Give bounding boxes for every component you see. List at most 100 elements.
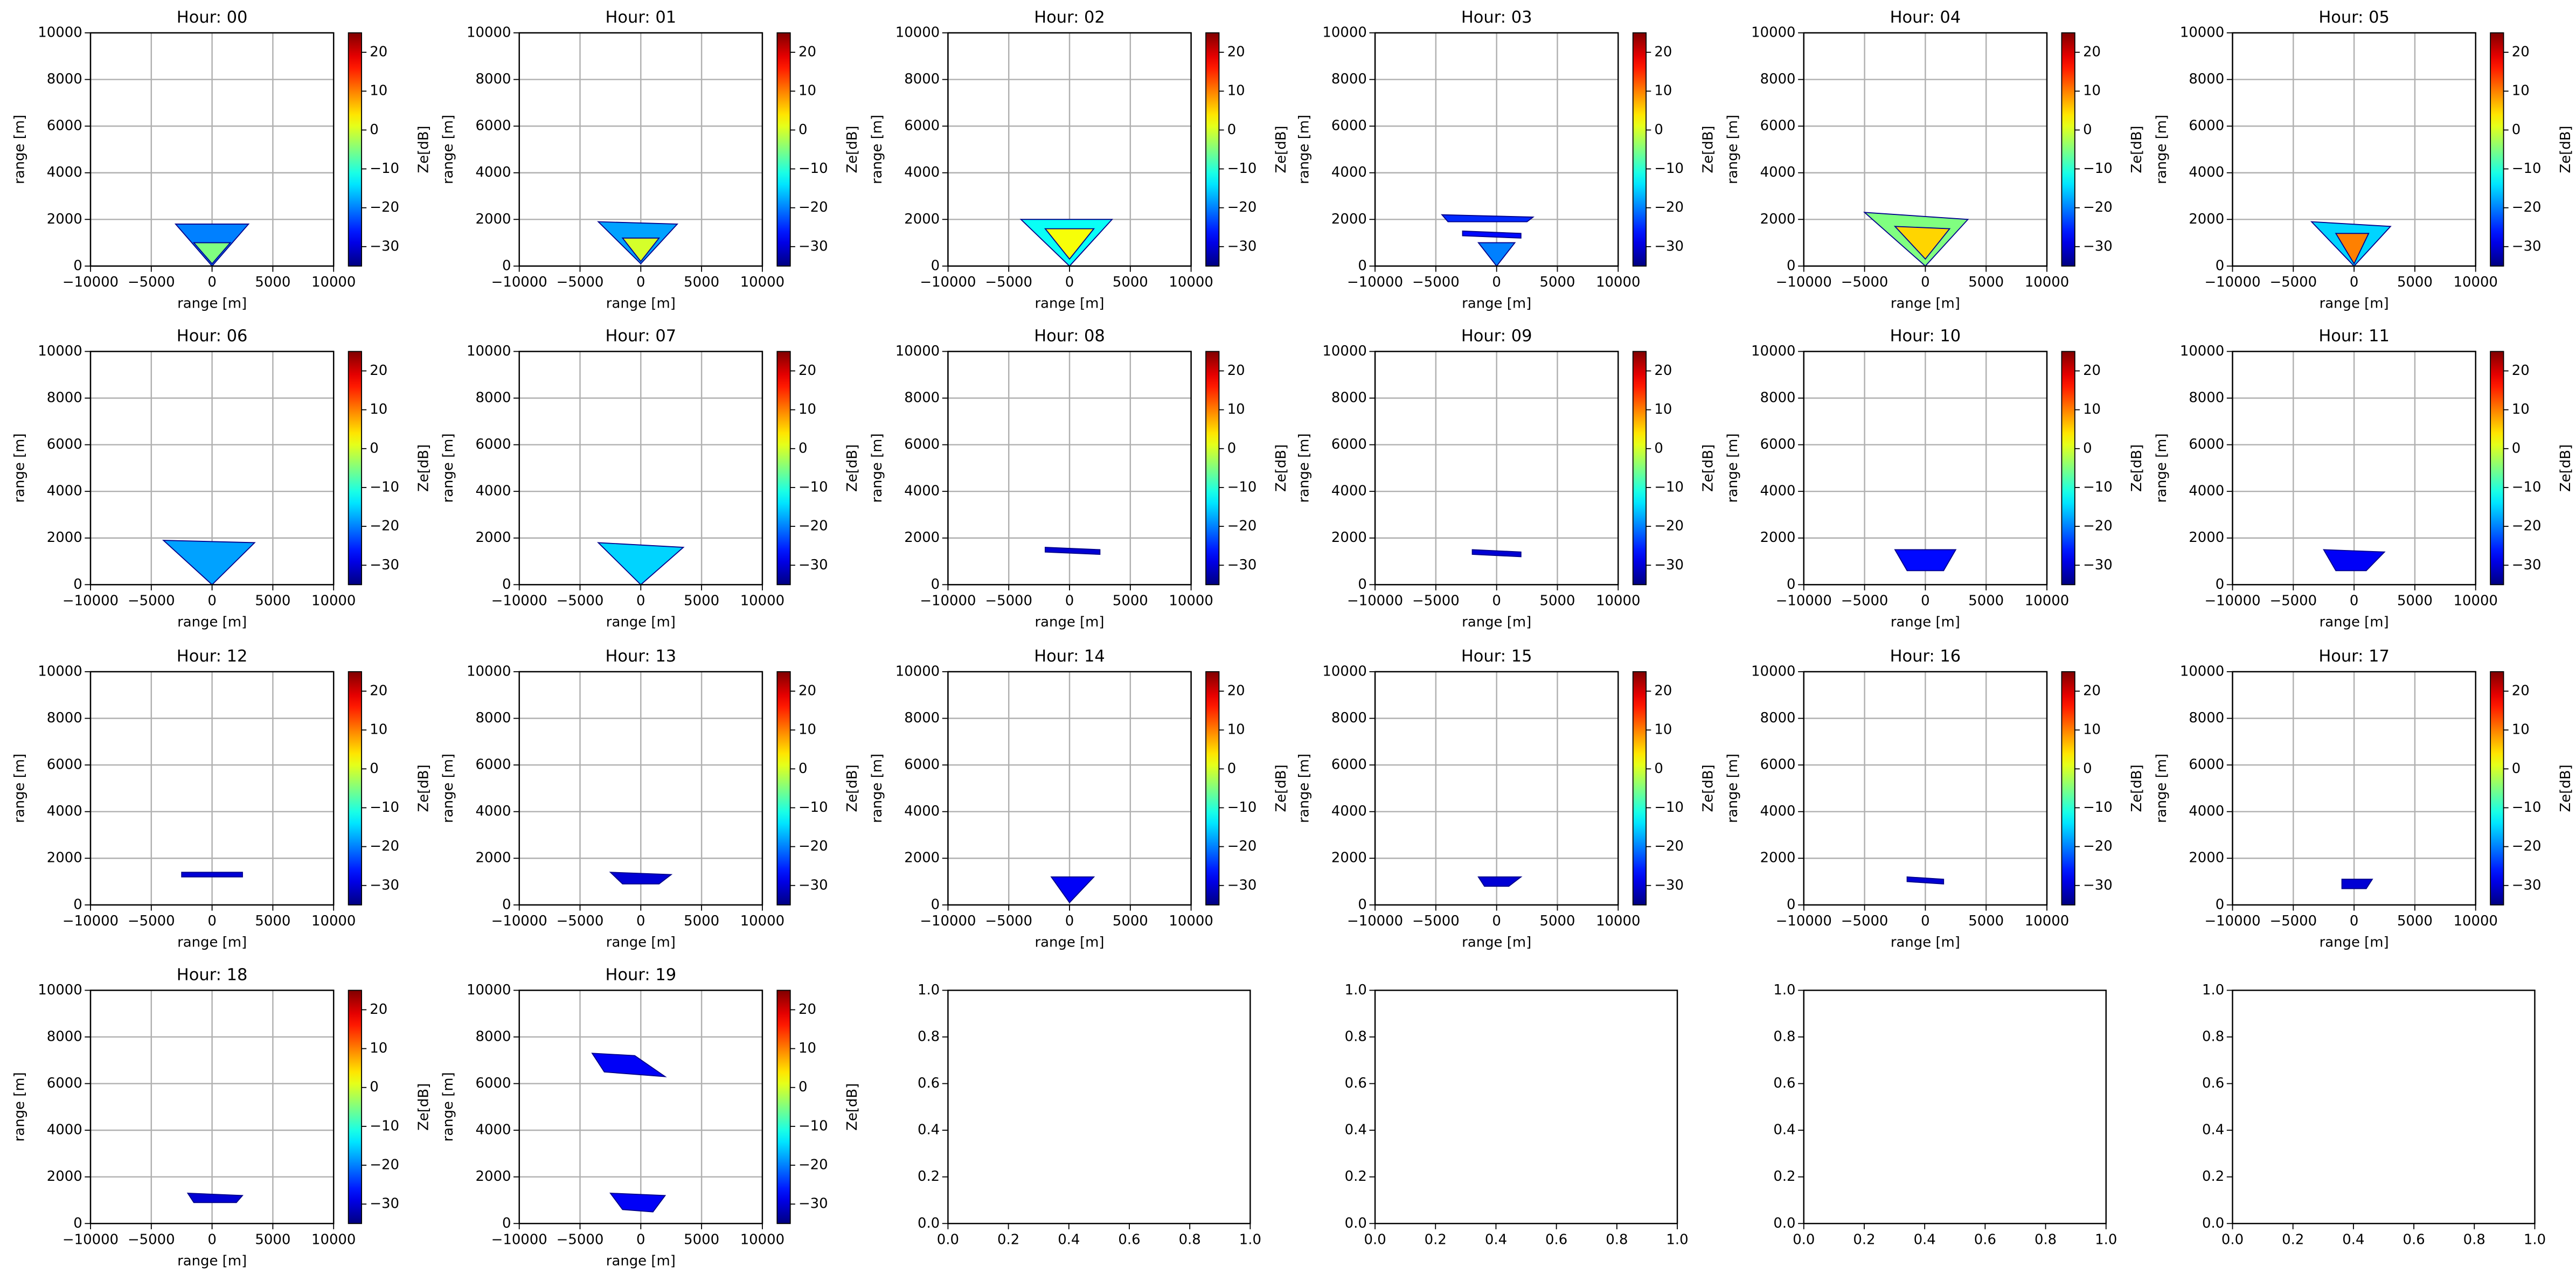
x-axis-label: range [m]: [1035, 934, 1105, 950]
colorbar-tick-label: 0: [799, 122, 807, 138]
x-tick-label: 5000: [255, 1231, 290, 1248]
x-axis-label: range [m]: [2320, 296, 2389, 312]
x-tick-label: 5000: [684, 913, 719, 929]
y-tick-label: 10000: [1751, 343, 1795, 359]
y-tick-label: 2000: [904, 530, 940, 546]
x-tick-label: 0: [2350, 913, 2358, 929]
x-tick-label: 5000: [1968, 913, 2004, 929]
subplot-title: Hour: 05: [2318, 8, 2390, 27]
colorbar-tick-label: −20: [1654, 838, 1684, 854]
y-tick-label: 0.2: [918, 1168, 940, 1185]
colorbar: [2490, 671, 2504, 906]
colorbar-tick-label: 0: [370, 1079, 378, 1095]
x-tick-label: −10000: [1776, 593, 1832, 609]
y-tick-label: 8000: [2189, 71, 2224, 87]
x-tick-label: 10000: [1169, 913, 1213, 929]
y-tick-label: 6000: [47, 1075, 82, 1091]
y-axis-label: range [m]: [869, 433, 885, 503]
x-tick-label: 0.2: [2282, 1231, 2304, 1248]
y-tick-label: 4000: [1331, 803, 1367, 819]
x-tick-label: 10000: [740, 913, 784, 929]
x-tick-label: 0: [636, 593, 645, 609]
x-tick-label: −10000: [2204, 913, 2260, 929]
colorbar-tick-label: −20: [2512, 199, 2542, 215]
y-tick-label: 0: [73, 257, 82, 274]
x-tick-label: −10000: [2204, 593, 2260, 609]
y-tick-label: 4000: [2189, 803, 2224, 819]
x-axis-label: range [m]: [2320, 934, 2389, 950]
y-tick-label: 0: [73, 896, 82, 913]
x-tick-label: −10000: [63, 913, 119, 929]
colorbar-tick-label: 0: [1654, 440, 1663, 456]
subplot: −30 −20 −10 0 10 20 Ze[dB] −10000 −5000 0 5000 1000…: [869, 326, 1289, 630]
colorbar-tick-label: −10: [1654, 161, 1684, 177]
y-axis-label: range [m]: [11, 115, 27, 184]
x-axis-label: range [m]: [1035, 614, 1105, 630]
echo-region: [1906, 876, 1945, 885]
x-tick-label: −5000: [1412, 913, 1460, 929]
y-tick-label: 0: [931, 896, 940, 913]
y-tick-label: 8000: [476, 390, 511, 406]
colorbar-tick-label: −20: [2512, 518, 2542, 534]
colorbar-tick-label: −30: [1227, 557, 1257, 573]
colorbar-tick-label: −10: [1654, 479, 1684, 495]
y-tick-label: 6000: [476, 757, 511, 773]
colorbar: [2061, 32, 2075, 267]
colorbar-tick-label: 20: [1227, 683, 1245, 699]
colorbar-tick-label: −20: [1227, 199, 1257, 215]
colorbar-tick-label: −10: [2083, 161, 2113, 177]
x-axis-label: range [m]: [606, 934, 676, 950]
x-tick-label: 0.2: [1853, 1231, 1875, 1248]
colorbar-tick-label: 0: [2083, 761, 2092, 777]
x-tick-label: −10000: [63, 593, 119, 609]
subplot: −30 −20 −10 0 10 20 Ze[dB] −10000 −5000 0 5000 1000…: [1725, 8, 2145, 311]
y-tick-label: 0.6: [918, 1075, 940, 1091]
x-tick-label: 10000: [2454, 274, 2498, 290]
x-tick-label: 10000: [311, 593, 356, 609]
y-tick-label: 8000: [47, 710, 82, 726]
x-tick-label: −5000: [128, 593, 175, 609]
y-tick-label: 10000: [1751, 24, 1795, 40]
colorbar-label: Ze[dB]: [1700, 444, 1716, 492]
colorbar-tick-label: 10: [2083, 401, 2101, 417]
y-tick-label: 0: [1787, 576, 1795, 593]
x-tick-label: −5000: [128, 274, 175, 290]
y-axis-label: range [m]: [869, 115, 885, 184]
x-axis-label: range [m]: [177, 1253, 247, 1269]
y-tick-label: 10000: [38, 24, 82, 40]
x-tick-label: 5000: [255, 913, 290, 929]
colorbar-tick-label: 20: [370, 1001, 387, 1018]
y-tick-label: 6000: [47, 757, 82, 773]
colorbar-label: Ze[dB]: [1273, 126, 1289, 173]
x-tick-label: 0.2: [1425, 1231, 1447, 1248]
colorbar-tick-label: 10: [1654, 401, 1672, 417]
x-tick-label: 10000: [311, 1231, 356, 1248]
subplot: −30 −20 −10 0 10 20 Ze[dB] −10000 −5000 0 5000 1000…: [440, 8, 860, 311]
y-tick-label: 6000: [1760, 436, 1796, 452]
colorbar: [776, 990, 791, 1224]
y-tick-label: 8000: [47, 1028, 82, 1045]
y-tick-label: 2000: [47, 1168, 82, 1185]
colorbar-tick-label: 0: [370, 122, 378, 138]
y-tick-label: 6000: [476, 118, 511, 134]
x-tick-label: 0.6: [1974, 1231, 1996, 1248]
y-tick-label: 4000: [47, 803, 82, 819]
colorbar: [2061, 351, 2075, 586]
colorbar-tick-label: 10: [370, 722, 387, 738]
x-tick-label: 5000: [255, 593, 290, 609]
y-tick-label: 2000: [2189, 211, 2224, 227]
subplot-title: Hour: 01: [606, 8, 677, 27]
x-tick-label: 0.0: [937, 1231, 959, 1248]
subplot: −30 −20 −10 0 10 20 Ze[dB] −10000 −5000 0 5000 1000…: [11, 326, 432, 630]
subplot-title: Hour: 08: [1034, 326, 1105, 345]
colorbar-tick-label: 10: [370, 1040, 387, 1056]
colorbar: [1205, 351, 1220, 586]
colorbar-tick-label: 20: [799, 44, 816, 60]
colorbar-tick-label: 20: [1227, 363, 1245, 379]
x-tick-label: 0: [207, 913, 216, 929]
colorbar: [2061, 671, 2075, 906]
colorbar: [1632, 671, 1647, 906]
y-tick-label: 2000: [1331, 530, 1367, 546]
x-tick-label: −10000: [491, 913, 547, 929]
x-tick-label: 0: [636, 913, 645, 929]
